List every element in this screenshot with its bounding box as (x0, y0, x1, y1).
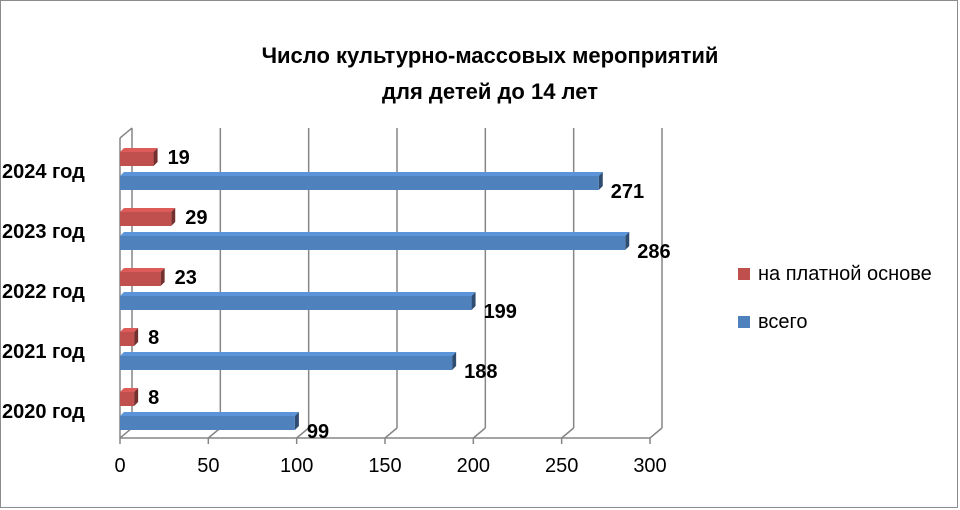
category-label: 2024 год (2, 161, 85, 183)
data-label-paid: 8 (148, 387, 159, 409)
x-tick-label: 0 (114, 455, 125, 477)
category-label: 2020 год (2, 401, 85, 423)
bar-paid-side (134, 388, 139, 406)
legend-swatch (738, 268, 750, 280)
data-label-total: 188 (464, 361, 497, 383)
bar-paid-top (120, 328, 139, 332)
bar-paid-top (120, 148, 158, 152)
bar-paid (120, 212, 172, 226)
bar-total-top (120, 172, 603, 176)
x-tick-label: 100 (280, 455, 313, 477)
data-label-paid: 19 (168, 147, 190, 169)
bar-total-side (598, 172, 603, 190)
bar-total (120, 236, 626, 250)
bar-paid-top (120, 208, 176, 212)
bar-total-top (120, 292, 476, 296)
bar-paid (120, 332, 135, 346)
chart-title: Число культурно-массовых мероприятий для… (240, 38, 740, 110)
bar-total (120, 296, 472, 310)
x-tick-label: 50 (197, 455, 219, 477)
x-tick-label: 150 (368, 455, 401, 477)
data-label-total: 286 (637, 241, 670, 263)
category-label: 2021 год (2, 341, 85, 363)
data-label-paid: 23 (175, 267, 197, 289)
data-label-total: 99 (307, 421, 329, 443)
chart-title-line2: для детей до 14 лет (382, 79, 598, 104)
bar-total (120, 416, 295, 430)
bar-total-side (625, 232, 630, 250)
x-tick-label: 300 (633, 455, 666, 477)
floor-gridline (649, 427, 663, 439)
bar-total (120, 176, 599, 190)
bar-total-side (452, 352, 457, 370)
bar-paid-side (171, 208, 176, 226)
data-label-total: 271 (611, 181, 644, 203)
x-tick-label: 250 (545, 455, 578, 477)
bar-total-top (120, 232, 630, 236)
left-wall-top (119, 127, 133, 139)
bar-paid-side (153, 148, 158, 166)
bar-paid (120, 272, 161, 286)
data-label-total: 199 (484, 301, 517, 323)
bar-total-side (294, 412, 299, 430)
bar-total-top (120, 412, 299, 416)
bar-paid (120, 152, 154, 166)
data-label-paid: 29 (185, 207, 207, 229)
bar-paid-side (160, 268, 165, 286)
floor-gridline (384, 427, 398, 439)
legend-label: всего (758, 311, 808, 333)
bar-total-top (120, 352, 457, 356)
bar-total (120, 356, 453, 370)
legend-swatch (738, 316, 750, 328)
floor-gridline (561, 427, 575, 439)
category-label: 2022 год (2, 281, 85, 303)
bar-paid (120, 392, 135, 406)
bar-paid-top (120, 388, 139, 392)
data-label-paid: 8 (148, 327, 159, 349)
floor-gridline (472, 427, 486, 439)
floor-gridline (296, 427, 310, 439)
legend-label: на платной основе (758, 263, 932, 285)
bar-total-side (471, 292, 476, 310)
bar-paid-side (134, 328, 139, 346)
x-tick-label: 200 (457, 455, 490, 477)
chart-title-line1: Число культурно-массовых мероприятий (261, 43, 719, 68)
bar-paid-top (120, 268, 165, 272)
category-label: 2023 год (2, 221, 85, 243)
